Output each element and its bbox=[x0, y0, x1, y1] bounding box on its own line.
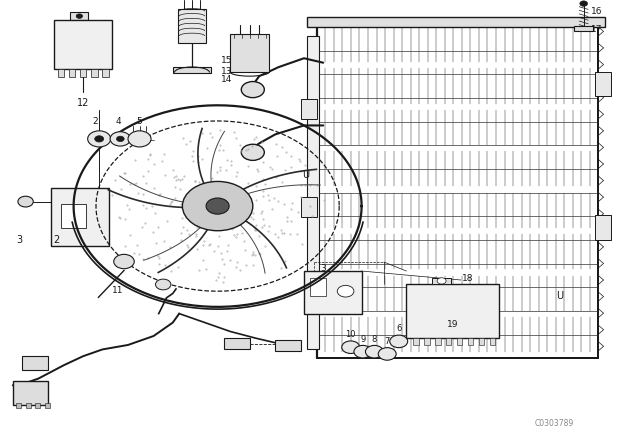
Bar bbox=[457, 338, 463, 345]
Bar bbox=[35, 403, 40, 408]
Bar bbox=[490, 338, 495, 345]
Text: 18: 18 bbox=[462, 274, 474, 283]
Circle shape bbox=[156, 279, 171, 290]
Bar bbox=[595, 215, 611, 240]
Bar bbox=[574, 26, 593, 31]
Bar bbox=[178, 9, 206, 43]
Bar bbox=[307, 17, 605, 27]
Circle shape bbox=[76, 14, 83, 18]
Bar bbox=[413, 338, 419, 345]
Bar bbox=[26, 403, 31, 408]
Text: 14: 14 bbox=[221, 75, 232, 84]
Bar bbox=[70, 12, 88, 20]
Circle shape bbox=[114, 254, 134, 269]
Text: 8: 8 bbox=[372, 335, 377, 344]
Bar bbox=[68, 69, 75, 77]
Bar bbox=[406, 284, 499, 338]
Circle shape bbox=[241, 82, 264, 98]
Circle shape bbox=[241, 144, 264, 160]
Circle shape bbox=[378, 348, 396, 360]
Text: 5: 5 bbox=[137, 117, 142, 126]
Circle shape bbox=[342, 341, 360, 353]
Bar bbox=[479, 338, 484, 345]
Circle shape bbox=[128, 131, 151, 147]
Bar bbox=[54, 20, 112, 69]
Bar bbox=[310, 278, 326, 296]
Circle shape bbox=[182, 181, 253, 231]
Text: U: U bbox=[556, 291, 564, 301]
Bar bbox=[435, 338, 440, 345]
Bar bbox=[13, 381, 48, 405]
Circle shape bbox=[354, 345, 372, 358]
Text: 3: 3 bbox=[16, 235, 22, 245]
Bar bbox=[595, 72, 611, 96]
Bar bbox=[432, 278, 451, 284]
Bar bbox=[45, 403, 50, 408]
Circle shape bbox=[18, 196, 33, 207]
Bar bbox=[58, 69, 64, 77]
Circle shape bbox=[116, 136, 124, 142]
Text: 10: 10 bbox=[346, 330, 356, 339]
Bar bbox=[80, 69, 86, 77]
Text: 4: 4 bbox=[116, 117, 121, 126]
Bar bbox=[173, 67, 211, 73]
Bar bbox=[304, 271, 362, 314]
Text: 15: 15 bbox=[221, 56, 232, 65]
Bar bbox=[102, 69, 109, 77]
Bar bbox=[424, 338, 429, 345]
Bar bbox=[230, 34, 269, 72]
Bar bbox=[468, 338, 474, 345]
Bar bbox=[61, 204, 86, 228]
Text: 12: 12 bbox=[77, 98, 90, 108]
Circle shape bbox=[206, 198, 229, 214]
Text: 17: 17 bbox=[591, 25, 603, 34]
Text: C0303789: C0303789 bbox=[534, 419, 573, 428]
Bar bbox=[224, 338, 250, 349]
Text: 2: 2 bbox=[92, 117, 97, 126]
Circle shape bbox=[95, 136, 104, 142]
Text: 11: 11 bbox=[112, 286, 124, 295]
Circle shape bbox=[365, 345, 383, 358]
Text: 16: 16 bbox=[591, 7, 603, 16]
Text: 13: 13 bbox=[221, 67, 232, 76]
Text: U: U bbox=[301, 170, 309, 180]
Bar bbox=[275, 340, 301, 351]
Circle shape bbox=[437, 278, 446, 284]
Text: 7: 7 bbox=[385, 337, 390, 346]
Text: 9: 9 bbox=[360, 335, 365, 344]
Bar bbox=[91, 69, 97, 77]
Bar bbox=[51, 188, 109, 246]
Circle shape bbox=[337, 285, 354, 297]
Bar bbox=[301, 197, 317, 217]
Bar bbox=[22, 356, 48, 370]
Circle shape bbox=[110, 132, 131, 146]
Circle shape bbox=[580, 1, 588, 6]
Circle shape bbox=[88, 131, 111, 147]
Bar bbox=[301, 99, 317, 119]
Text: 2: 2 bbox=[53, 235, 60, 245]
Bar bbox=[307, 36, 319, 349]
Bar bbox=[317, 27, 598, 358]
Bar bbox=[445, 338, 451, 345]
Text: 3: 3 bbox=[321, 264, 326, 273]
Bar bbox=[16, 403, 21, 408]
Text: 19: 19 bbox=[447, 320, 458, 329]
Text: 6: 6 bbox=[396, 324, 401, 333]
Circle shape bbox=[390, 335, 408, 348]
